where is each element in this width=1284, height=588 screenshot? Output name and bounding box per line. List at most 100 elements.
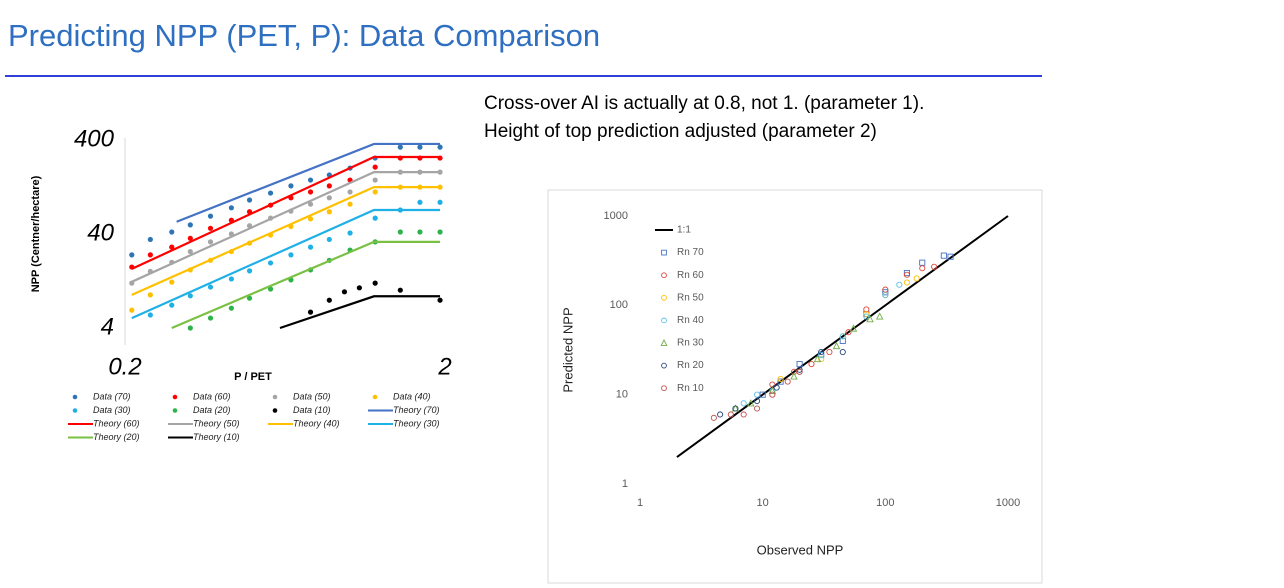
point: [147, 252, 153, 258]
point: [947, 253, 954, 260]
point: [754, 405, 761, 412]
point: [147, 312, 153, 318]
point: [267, 190, 274, 196]
legend-swatch: [272, 394, 278, 400]
point: [169, 244, 175, 250]
legend-label: Theory (40): [293, 418, 340, 428]
legend-label: Theory (30): [393, 418, 440, 428]
point: [839, 333, 846, 340]
x-axis-label: P / PET: [234, 371, 272, 383]
legend-label: Rn 60: [677, 270, 704, 281]
point: [882, 289, 889, 296]
point: [372, 164, 378, 170]
legend-swatch: [661, 317, 667, 324]
point: [818, 356, 825, 363]
point: [326, 209, 332, 215]
chart-frame: [547, 189, 1043, 584]
point: [717, 411, 724, 418]
point: [372, 280, 378, 286]
point: [903, 279, 910, 286]
series-line: [171, 240, 441, 330]
point: [727, 411, 734, 418]
point: [341, 289, 348, 295]
point: [866, 314, 874, 323]
point: [356, 285, 362, 291]
point: [769, 391, 776, 398]
y-tick-label: 400: [74, 125, 115, 152]
legend-label: Rn 30: [677, 338, 704, 349]
point: [784, 378, 791, 385]
point: [187, 222, 193, 228]
legend-label: Data (10): [293, 405, 331, 415]
slide-title: Predicting NPP (PET, P): Data Comparison: [8, 18, 600, 53]
legend-swatch: [72, 408, 78, 413]
legend-label: Theory (20): [93, 432, 140, 442]
point: [754, 397, 761, 405]
y-axis-label: Predicted NPP: [560, 307, 575, 392]
point: [207, 284, 214, 290]
point: [147, 236, 153, 243]
y-tick-label: 10: [616, 389, 628, 401]
point: [818, 351, 825, 358]
point: [940, 252, 947, 259]
point: [710, 414, 717, 421]
point: [896, 281, 903, 288]
point: [740, 411, 747, 418]
x-tick-label: 2: [437, 353, 451, 380]
point: [437, 229, 443, 235]
point: [169, 229, 175, 235]
point: [372, 189, 378, 195]
series-line: [131, 186, 441, 296]
point: [326, 297, 332, 303]
legend-label: Data (50): [293, 391, 331, 401]
point: [777, 378, 784, 385]
point: [207, 315, 214, 321]
point: [207, 213, 214, 219]
point: [169, 302, 175, 308]
point: [882, 292, 889, 299]
point: [796, 368, 803, 375]
legend-label: Theory (10): [193, 432, 240, 442]
legend-label: Data (60): [193, 391, 231, 401]
point: [347, 230, 353, 236]
legend-label: Theory (60): [93, 418, 140, 428]
point: [228, 276, 234, 282]
y-tick-label: 40: [87, 219, 114, 246]
point: [372, 177, 378, 183]
legend-swatch: [661, 385, 667, 392]
x-tick-label: 1000: [996, 497, 1020, 509]
series-line: [131, 208, 441, 320]
point: [863, 310, 870, 318]
point: [187, 248, 193, 255]
point: [307, 201, 314, 207]
x-tick-label: 10: [757, 497, 769, 509]
y-tick-label: 1: [622, 478, 628, 490]
point: [187, 293, 193, 299]
x-tick-label: 100: [876, 497, 894, 509]
legend-label: 1:1: [677, 225, 691, 236]
point: [326, 183, 332, 189]
series-line: [131, 155, 441, 270]
point: [326, 195, 332, 201]
point: [790, 372, 798, 380]
point: [875, 312, 884, 320]
legend-label: Data (40): [393, 391, 431, 401]
point: [747, 399, 755, 407]
point: [288, 252, 294, 258]
point: [913, 275, 920, 282]
point: [267, 260, 274, 266]
point: [417, 199, 423, 205]
point: [754, 391, 761, 398]
note-line: Cross-over AI is actually at 0.8, not 1.…: [484, 93, 924, 114]
point: [246, 295, 253, 301]
legend-swatch: [660, 339, 668, 346]
series-line: [279, 295, 441, 330]
point: [246, 268, 253, 274]
legend-label: Rn 10: [677, 383, 704, 394]
legend-swatch: [272, 408, 278, 413]
x-tick-label: 1: [637, 497, 643, 509]
point: [796, 361, 803, 368]
point: [808, 361, 815, 368]
y-tick-label: 100: [610, 299, 628, 311]
